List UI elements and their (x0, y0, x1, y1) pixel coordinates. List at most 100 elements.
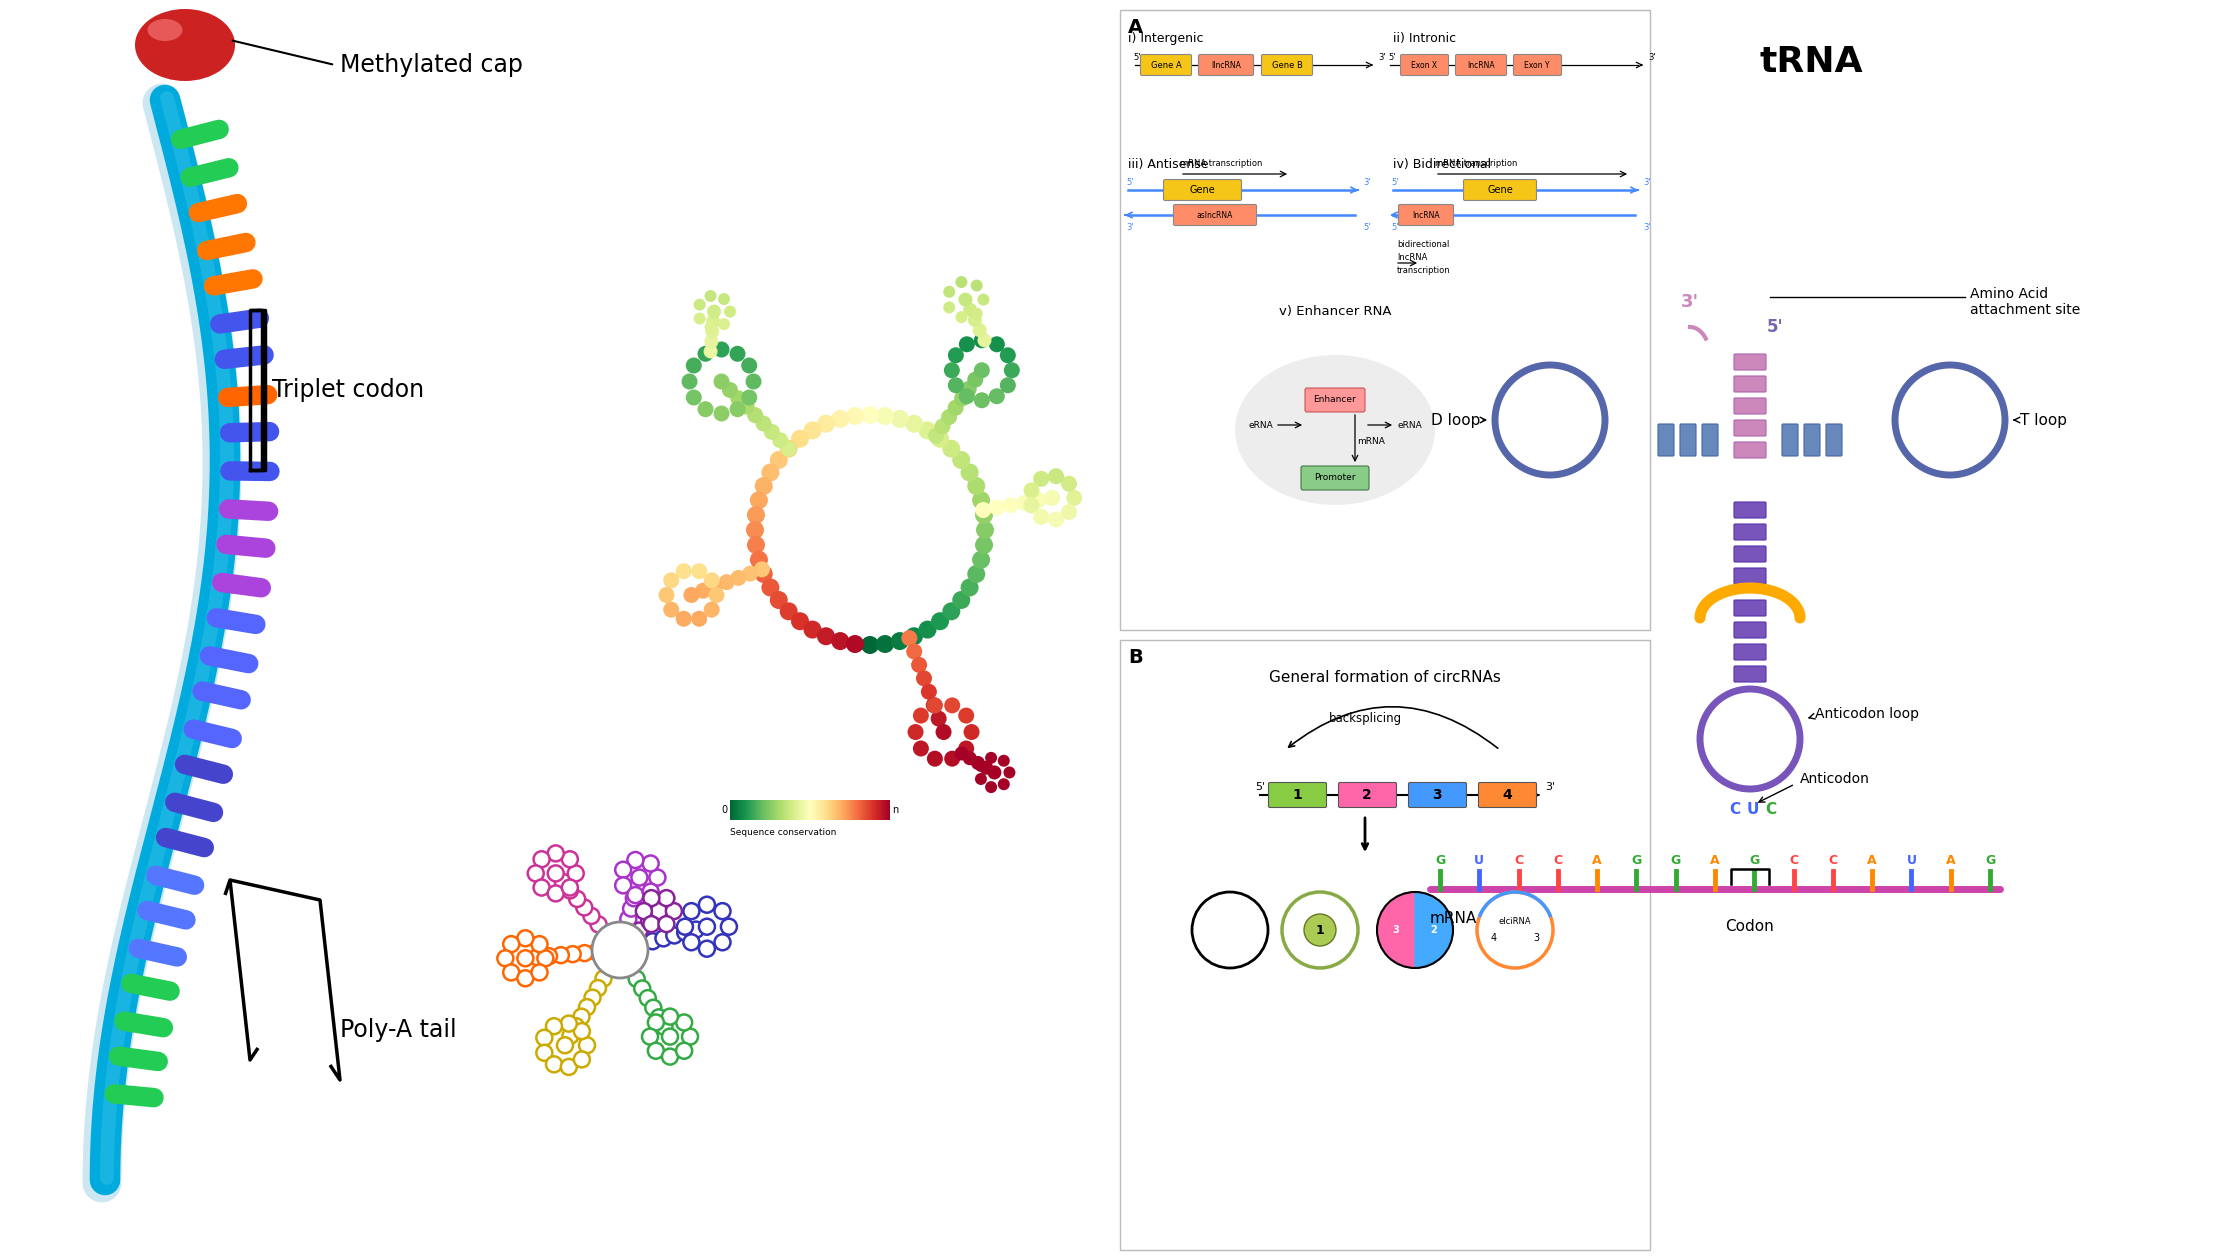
Circle shape (715, 341, 730, 358)
FancyBboxPatch shape (1400, 54, 1449, 76)
Circle shape (943, 363, 961, 378)
Ellipse shape (148, 19, 181, 42)
FancyBboxPatch shape (1340, 782, 1396, 808)
Circle shape (907, 644, 923, 659)
Circle shape (627, 852, 643, 868)
Circle shape (1048, 469, 1064, 484)
FancyBboxPatch shape (1120, 640, 1651, 1250)
Circle shape (927, 697, 943, 713)
Text: 1: 1 (1292, 788, 1301, 803)
Circle shape (634, 936, 650, 953)
Circle shape (918, 621, 936, 639)
Text: C: C (1790, 854, 1799, 867)
Circle shape (694, 582, 712, 598)
Circle shape (1192, 892, 1268, 968)
Circle shape (692, 563, 708, 580)
Circle shape (1004, 363, 1019, 378)
Circle shape (948, 399, 963, 416)
Circle shape (730, 345, 746, 362)
Circle shape (706, 325, 719, 339)
Text: 3': 3' (1642, 178, 1651, 186)
Circle shape (531, 964, 547, 980)
Circle shape (605, 934, 620, 950)
Circle shape (739, 398, 755, 415)
Text: Enhancer: Enhancer (1313, 396, 1357, 404)
Circle shape (641, 990, 656, 1007)
Circle shape (791, 430, 809, 447)
Circle shape (988, 388, 1006, 404)
FancyBboxPatch shape (1734, 354, 1765, 370)
FancyBboxPatch shape (1140, 54, 1192, 76)
Circle shape (943, 440, 961, 457)
Circle shape (688, 921, 703, 937)
Text: A: A (1947, 854, 1956, 867)
Text: 5': 5' (1389, 53, 1396, 62)
Circle shape (694, 312, 706, 325)
Text: n: n (892, 805, 898, 815)
FancyBboxPatch shape (1658, 425, 1673, 456)
Text: Anticodon: Anticodon (1801, 772, 1870, 786)
Circle shape (629, 879, 645, 896)
Circle shape (952, 591, 970, 609)
FancyBboxPatch shape (1734, 600, 1765, 616)
Circle shape (974, 501, 992, 518)
Circle shape (954, 746, 968, 761)
Circle shape (1048, 512, 1064, 528)
Text: 5': 5' (1391, 223, 1398, 232)
Circle shape (625, 891, 643, 906)
Circle shape (645, 934, 661, 949)
Circle shape (697, 345, 715, 362)
Text: Anticodon loop: Anticodon loop (1814, 707, 1920, 721)
FancyBboxPatch shape (1826, 425, 1841, 456)
Circle shape (699, 897, 715, 912)
Text: 5': 5' (1127, 178, 1133, 186)
Circle shape (1024, 483, 1039, 499)
Circle shape (918, 421, 936, 440)
Text: lncRNA: lncRNA (1411, 210, 1440, 219)
Circle shape (771, 591, 788, 609)
FancyBboxPatch shape (1163, 179, 1241, 200)
Circle shape (656, 1019, 672, 1034)
Circle shape (529, 866, 544, 882)
Circle shape (683, 587, 699, 604)
Circle shape (912, 656, 927, 673)
Circle shape (659, 890, 674, 906)
Text: asIncRNA: asIncRNA (1196, 210, 1234, 219)
Text: U: U (1906, 854, 1917, 867)
Circle shape (943, 286, 954, 297)
Circle shape (932, 430, 950, 447)
Circle shape (676, 1014, 692, 1031)
Circle shape (578, 999, 596, 1016)
Polygon shape (1378, 892, 1416, 968)
Text: 3': 3' (1127, 223, 1133, 232)
Text: iv) Bidirectional: iv) Bidirectional (1393, 158, 1492, 171)
Circle shape (986, 752, 997, 764)
Circle shape (504, 964, 520, 980)
Circle shape (860, 406, 878, 425)
Circle shape (643, 890, 659, 906)
Circle shape (974, 392, 990, 408)
Text: 3: 3 (1532, 932, 1539, 942)
Circle shape (706, 290, 717, 302)
Circle shape (941, 410, 956, 425)
Circle shape (968, 372, 983, 388)
Circle shape (746, 536, 766, 554)
Circle shape (956, 311, 968, 323)
Circle shape (558, 1037, 573, 1053)
Circle shape (804, 621, 822, 639)
Circle shape (647, 1043, 663, 1058)
Circle shape (556, 874, 571, 890)
Circle shape (585, 989, 600, 1005)
Circle shape (762, 578, 780, 596)
Circle shape (927, 751, 943, 766)
Polygon shape (1416, 892, 1454, 968)
Circle shape (618, 951, 634, 968)
Circle shape (972, 491, 990, 509)
Circle shape (730, 570, 746, 586)
Text: 5': 5' (1767, 318, 1783, 336)
Circle shape (762, 464, 780, 481)
Circle shape (703, 344, 717, 358)
Text: C: C (1729, 801, 1740, 816)
Circle shape (748, 407, 764, 423)
FancyBboxPatch shape (1198, 54, 1254, 76)
